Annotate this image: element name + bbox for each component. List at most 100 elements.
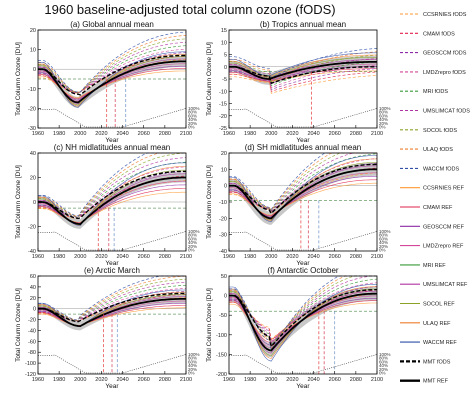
percentile-curve [229, 108, 378, 128]
legend-entry: LMDZrepro fODS [400, 70, 466, 76]
y-tick-label: -120 [25, 372, 36, 378]
percentile-label: 60% [188, 113, 197, 118]
x-tick-label: 1960 [223, 377, 235, 383]
panel-a: (a) Global annual mean 100%80%60%40%20%0%… [15, 20, 200, 144]
y-tick-label: 20 [30, 28, 36, 34]
ref-series-line [38, 162, 186, 226]
percentile-label: 60% [379, 236, 388, 241]
x-tick-label: 2020 [286, 254, 298, 260]
y-tick-label: -20 [219, 216, 227, 222]
percentile-label: 80% [188, 233, 197, 238]
y-tick-label: -40 [28, 249, 36, 255]
panel-d: (d) SH midlatitudes annual mean100%80%60… [206, 143, 391, 267]
legend-label: MMT fODS [423, 359, 451, 365]
legend-entry: SOCOL fODS [400, 128, 457, 134]
y-tick-label: -100 [216, 333, 227, 339]
fods-series-line [38, 171, 187, 219]
x-tick-label: 2040 [307, 254, 319, 260]
x-tick-label: 2020 [95, 131, 107, 137]
percentile-label: 60% [379, 113, 388, 118]
x-tick-label: 1960 [223, 254, 235, 260]
x-tick-label: 2080 [350, 254, 362, 260]
legend-entry: MMT REF [400, 379, 449, 385]
x-tick-label: 1960 [32, 131, 44, 137]
y-tick-label: 0 [33, 307, 36, 313]
y-tick-label: 0 [224, 184, 227, 190]
x-tick-label: 2100 [180, 254, 192, 260]
x-tick-label: 1960 [32, 377, 44, 383]
legend-entry: SOCOL REF [400, 302, 455, 308]
x-tick-label: 2100 [371, 131, 383, 137]
x-tick-label: 2020 [95, 377, 107, 383]
x-tick-label: 2060 [138, 377, 150, 383]
percentile-label: 20% [188, 244, 197, 249]
x-axis-label: Year [105, 260, 119, 267]
legend-entry: GEOSCCM REF [400, 224, 465, 230]
y-tick-label: -150 [216, 352, 227, 358]
model-envelope [229, 286, 377, 358]
x-tick-label: 2020 [286, 377, 298, 383]
percentile-label: 0% [379, 248, 386, 253]
mmt-fods-line [229, 163, 377, 215]
x-tick-label: 2000 [74, 254, 86, 260]
y-tick-label: -10 [219, 200, 227, 206]
x-tick-label: 2060 [329, 377, 341, 383]
x-tick-label: 2100 [180, 377, 192, 383]
fods-series-line [229, 51, 378, 81]
x-tick-label: 1980 [53, 254, 65, 260]
mmt-ref-line [229, 61, 377, 80]
legend-label: CMAM REF [423, 205, 453, 211]
x-tick-label: 2000 [265, 377, 277, 383]
y-tick-label: -25 [219, 126, 227, 132]
y-tick-label: -15 [219, 102, 227, 108]
y-tick-label: 20 [221, 151, 227, 157]
percentile-label: 40% [188, 240, 197, 245]
fods-series-line [229, 74, 378, 94]
fods-series-line [38, 152, 187, 218]
percentile-label: 80% [379, 356, 388, 361]
percentile-label: 0% [188, 248, 195, 253]
legend-entry: UMSLIMCAT REF [400, 282, 468, 288]
mmt-ref-line [38, 60, 186, 104]
mmt-fods-line [38, 292, 186, 323]
y-tick-label: 40 [30, 285, 36, 291]
fods-series-line [38, 278, 187, 321]
fods-series-line [38, 35, 187, 93]
legend-label: WACCM REF [423, 340, 457, 346]
panel-c: (c) NH midlatitudes annual mean 100%80%60… [15, 143, 200, 267]
y-tick-label: -60 [28, 339, 36, 345]
legend-label: ULAQ fODS [423, 147, 453, 153]
x-tick-label: 2040 [307, 131, 319, 137]
y-tick-label: -50 [219, 313, 227, 319]
y-tick-label: 40 [30, 151, 36, 157]
fods-series-line [229, 71, 378, 92]
legend-entry: LMDZrepro REF [400, 244, 464, 250]
y-axis-label: Total Column Ozone [DU] [15, 42, 22, 116]
y-tick-label: 0 [33, 67, 36, 73]
legend-entry: WACCM fODS [400, 166, 459, 172]
legend-label: MMT REF [423, 379, 449, 385]
panel-title: (f) Antarctic October [267, 266, 338, 275]
percentile-curve [38, 108, 187, 128]
fods-series-line [38, 45, 187, 93]
fods-series-line [38, 52, 187, 94]
percentile-label: 40% [188, 363, 197, 368]
x-tick-label: 2040 [116, 377, 128, 383]
legend-entry: WACCM REF [400, 340, 457, 346]
fods-series-line [38, 157, 187, 218]
y-tick-label: -5 [222, 77, 227, 83]
x-tick-label: 1980 [244, 131, 256, 137]
legend-entry: MRI REF [400, 263, 446, 269]
x-axis-label: Year [105, 383, 119, 390]
y-tick-label: 10 [221, 167, 227, 173]
legend-label: ULAQ REF [423, 321, 451, 327]
percentile-label: 20% [379, 244, 388, 249]
fods-series-line [38, 275, 187, 321]
percentile-label: 80% [379, 110, 388, 115]
y-tick-label: -30 [219, 233, 227, 239]
legend-label: SOCOL fODS [423, 128, 457, 134]
x-tick-label: 2020 [95, 254, 107, 260]
x-tick-label: 2100 [371, 377, 383, 383]
panel-title: (d) SH midlatitudes annual mean [245, 143, 362, 152]
